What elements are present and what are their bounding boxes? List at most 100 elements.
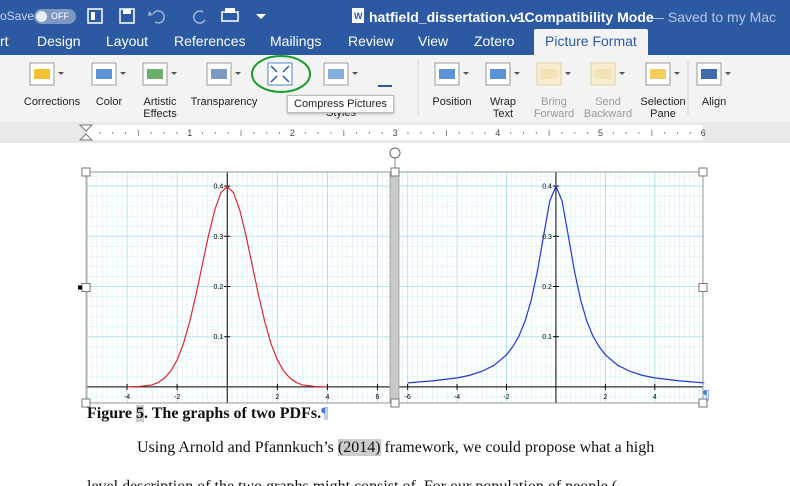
caption-number: 5 xyxy=(136,405,145,422)
caption-prefix: Figure xyxy=(87,405,137,422)
toggle-knob xyxy=(36,11,47,22)
dropdown-arrow xyxy=(171,72,177,75)
title-bar: oSave OFF W hatfield_dissertation.v1 - C… xyxy=(0,0,790,55)
tab[interactable]: Picture Format xyxy=(534,29,648,55)
ribbon-icon-accent xyxy=(211,69,227,79)
x-tick-label: 6 xyxy=(376,394,380,401)
document-page: -4 -2 2 4 6 0.1 0.2 0.3 0.4 -6 -4 -2 2 4 0.1 0.2 0.3 0.4 xyxy=(78,147,708,408)
ribbon-icon-accent xyxy=(34,69,50,79)
dropdown-arrow xyxy=(725,72,731,75)
ribbon-label[interactable]: Selection Pane xyxy=(640,96,686,120)
y-tick-label: 0.2 xyxy=(542,284,552,291)
tab[interactable]: References xyxy=(174,33,246,49)
picture-gap xyxy=(390,172,399,403)
x-tick-label: 2 xyxy=(603,394,607,401)
document-mode: - Compatibility Mode xyxy=(516,9,654,25)
ruler-number: 3 xyxy=(393,128,398,138)
ruler-number: 6 xyxy=(701,128,706,138)
ribbon-label[interactable]: Position xyxy=(432,96,472,108)
ruler-number: 5 xyxy=(598,128,603,138)
paragraph-line: level description of the two graphs migh… xyxy=(87,478,617,486)
ribbon-label[interactable]: Send Backward xyxy=(583,96,633,120)
caption-rest: . The graphs of two PDFs. xyxy=(144,405,322,422)
border-icon xyxy=(378,85,392,87)
figure-caption: Figure 5. The graphs of two PDFs.¶ xyxy=(87,405,328,423)
dropdown-arrow xyxy=(514,72,520,75)
ribbon-label[interactable]: Bring Forward xyxy=(533,96,575,120)
quick-access-icons[interactable] xyxy=(85,6,275,26)
x-tick-label: -4 xyxy=(124,394,130,401)
dropdown-arrow xyxy=(120,72,126,75)
pilcrow: ¶ xyxy=(703,388,710,403)
toggle-text: OFF xyxy=(51,11,69,21)
y-tick-label: 0.4 xyxy=(213,184,223,191)
tab[interactable]: Design xyxy=(37,33,81,49)
y-tick-label: 0.3 xyxy=(213,234,223,241)
y-tick-label: 0.2 xyxy=(213,284,223,291)
save-status: — Saved to my Mac xyxy=(650,9,777,25)
x-tick-label: -4 xyxy=(454,394,460,401)
rotate-handle[interactable] xyxy=(389,147,401,159)
ribbon-icon-accent xyxy=(541,69,557,79)
dropdown-arrow xyxy=(565,72,571,75)
dropdown-arrow xyxy=(463,72,469,75)
resize-handle[interactable] xyxy=(698,167,708,177)
text: Using Arnold and Pfannkuch’s xyxy=(137,439,338,456)
tab[interactable]: Review xyxy=(348,33,394,49)
resize-handle[interactable] xyxy=(81,283,91,292)
ribbon-icon-accent xyxy=(439,69,455,79)
ribbon-icon-accent xyxy=(96,69,112,79)
tab[interactable]: Mailings xyxy=(270,33,322,49)
x-tick-label: -2 xyxy=(174,394,180,401)
tab[interactable]: Zotero xyxy=(474,33,515,49)
y-tick-label: 0.4 xyxy=(542,184,552,191)
tab[interactable]: rt xyxy=(0,33,9,49)
ribbon-label[interactable]: Wrap Text xyxy=(489,96,517,120)
curve xyxy=(127,185,328,388)
x-tick-label: 4 xyxy=(325,394,329,401)
resize-handle[interactable] xyxy=(81,398,91,408)
autosave-label: oSave xyxy=(0,9,35,23)
word-doc-icon: W xyxy=(352,8,364,23)
resize-handle[interactable] xyxy=(390,167,400,177)
ribbon-label[interactable]: Transparency xyxy=(190,96,258,108)
ribbon-label[interactable]: Align xyxy=(701,96,727,108)
y-tick-label: 0.3 xyxy=(542,234,552,241)
resize-handle[interactable] xyxy=(390,398,400,408)
dropdown-arrow xyxy=(352,72,358,75)
ribbon-label[interactable]: Artistic Effects xyxy=(143,96,177,120)
x-tick-label: -6 xyxy=(405,394,411,401)
ruler-number: 1 xyxy=(187,128,192,138)
ribbon-label[interactable]: Corrections xyxy=(23,96,81,108)
dropdown-arrow xyxy=(235,72,241,75)
grid xyxy=(87,172,390,403)
dropdown-arrow xyxy=(58,72,64,75)
resize-handle[interactable] xyxy=(698,398,708,408)
dropdown-arrow xyxy=(619,72,625,75)
ribbon-icon-accent xyxy=(328,69,344,79)
text: framework, we could propose what a high xyxy=(380,439,655,456)
document-name: hatfield_dissertation.v1 xyxy=(369,9,526,25)
tab[interactable]: Layout xyxy=(106,33,149,49)
y-tick-label: 0.1 xyxy=(213,334,223,341)
ribbon-icons xyxy=(29,55,731,115)
ribbon-icon-accent xyxy=(490,69,506,79)
resize-handle[interactable] xyxy=(698,283,708,292)
curve xyxy=(407,184,705,384)
ribbon-icon-accent xyxy=(650,69,666,79)
x-tick-label: 4 xyxy=(653,394,657,401)
ribbon: Corrections Color Artistic Effects Transpar… xyxy=(0,55,790,123)
ribbon-icon-accent xyxy=(701,69,717,79)
ruler-number: 4 xyxy=(495,128,500,138)
compress-arrows xyxy=(270,65,290,83)
ruler: 1 2 3 4 5 6 xyxy=(0,122,790,143)
resize-handle[interactable] xyxy=(81,167,91,177)
tab[interactable]: View xyxy=(418,33,449,49)
autosave-toggle[interactable]: OFF xyxy=(34,9,76,24)
paragraph-line: Using Arnold and Pfannkuch’s (2014) fram… xyxy=(137,439,654,457)
citation: (2014) xyxy=(337,439,381,456)
grid xyxy=(399,172,703,403)
ribbon-label[interactable]: Color xyxy=(95,96,123,108)
ruler-number: 2 xyxy=(290,128,295,138)
svg-text:W: W xyxy=(354,11,363,21)
